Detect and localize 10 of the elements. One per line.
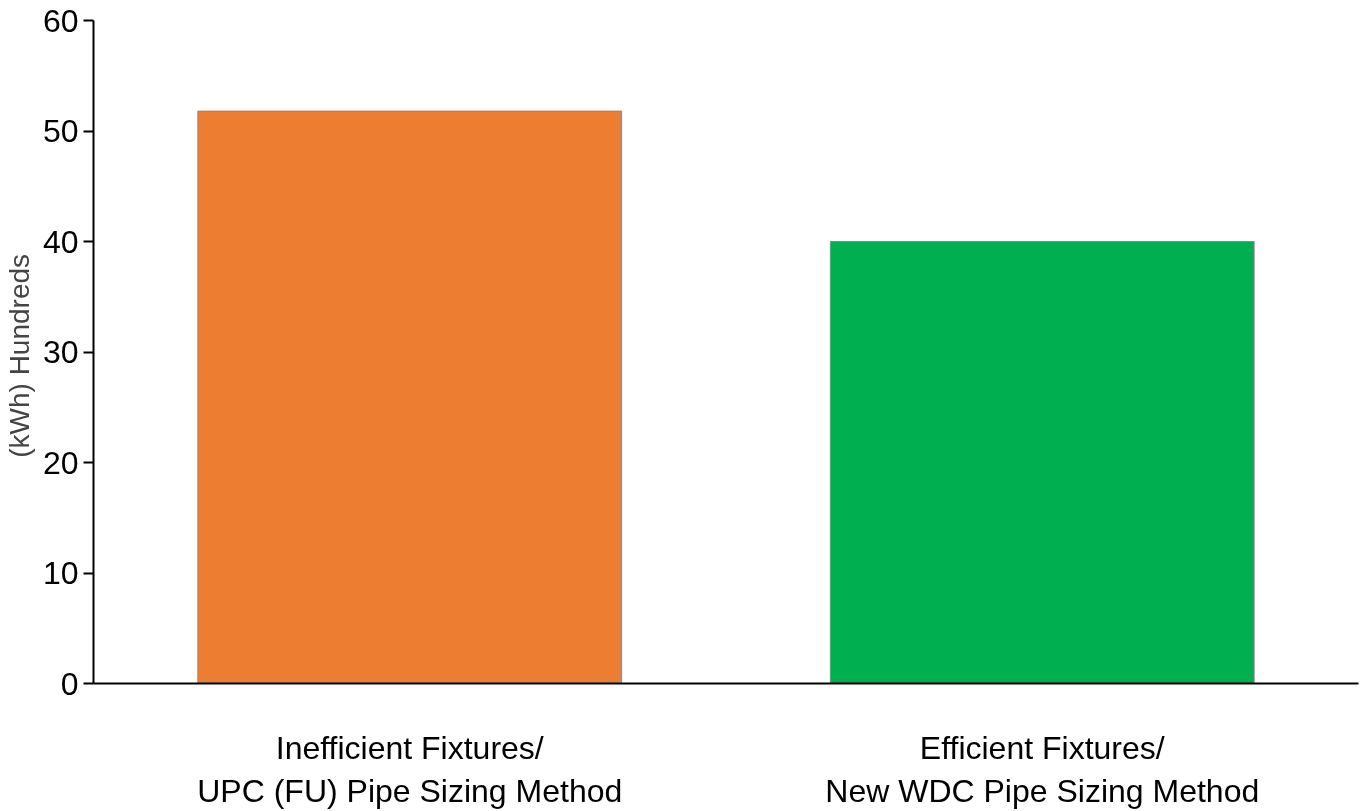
x-tick-label: Inefficient Fixtures/ UPC (FU) Pipe Sizing Method <box>197 729 623 809</box>
y-axis-title: (kWh) Hundreds <box>3 253 35 458</box>
y-tick-label: 10 <box>42 555 79 591</box>
y-tick-label: 60 <box>42 2 79 39</box>
x-tick-label: Efficient Fixtures/ New WDC Pipe Sizing Method <box>825 729 1260 809</box>
y-tick-label: 30 <box>42 334 79 370</box>
y-tick-label: 0 <box>60 665 79 702</box>
y-tick-label: 50 <box>42 113 79 149</box>
y-tick-label: 20 <box>42 444 79 481</box>
y-tick-label: 40 <box>42 223 79 260</box>
